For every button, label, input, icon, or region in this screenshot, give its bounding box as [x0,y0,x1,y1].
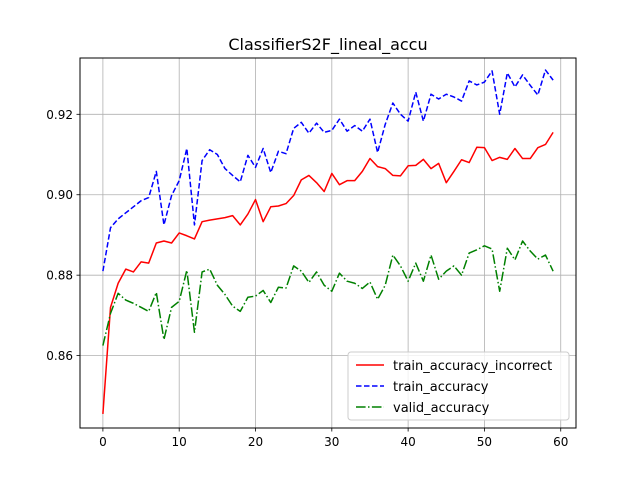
y-tick-label: 0.86 [46,349,73,363]
x-tick-label: 50 [477,435,492,449]
x-tick-label: 40 [400,435,415,449]
y-tick-label: 0.92 [46,108,73,122]
legend-box [347,351,570,421]
x-tick-label: 20 [248,435,263,449]
legend: train_accuracy_incorrect train_accuracy … [347,351,570,421]
chart-title: ClassifierS2F_lineal_accu [228,35,427,55]
legend-label-train-accuracy-incorrect: train_accuracy_incorrect [393,359,552,374]
legend-label-train-accuracy: train_accuracy [393,380,489,395]
plot-frame [79,57,577,429]
grid-lines [80,58,576,428]
series-line-train-accuracy [102,69,554,272]
y-tick-label: 0.88 [46,269,73,283]
series-line-train-accuracy-incorrect [102,131,554,414]
series-line-valid-accuracy [102,240,554,346]
x-tick-label: 10 [172,435,187,449]
x-tick-label: 30 [324,435,339,449]
x-tick-label: 60 [553,435,568,449]
legend-label-valid-accuracy: valid_accuracy [393,401,490,416]
axes: 0 10 20 30 40 50 60 0.86 0.88 0.90 0.92 [46,108,568,449]
plot-series [102,69,554,414]
y-tick-label: 0.90 [46,188,73,202]
x-tick-label: 0 [99,435,107,449]
